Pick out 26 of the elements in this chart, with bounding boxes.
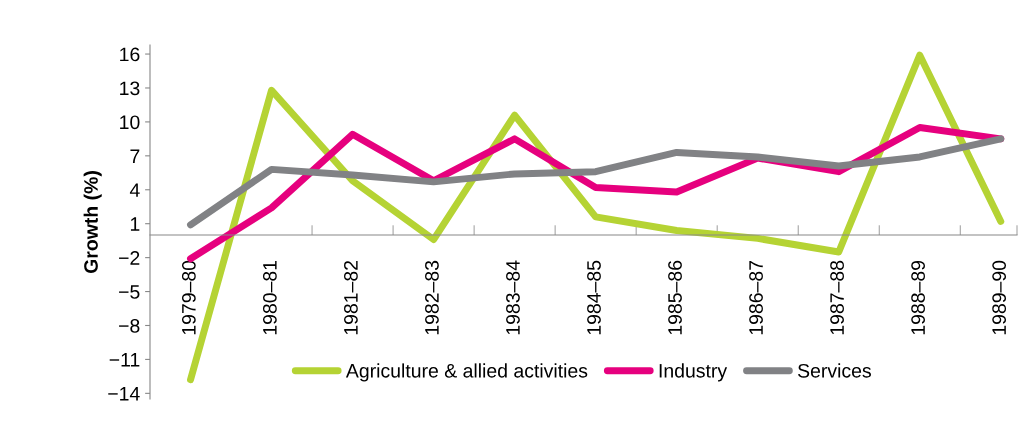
y-tick-label: 4 [129, 183, 140, 197]
y-tick-label: −11 [109, 353, 140, 367]
y-tick-label: 1 [130, 217, 140, 231]
y-tick-label: 16 [120, 47, 140, 62]
y-tick-label: −2 [119, 251, 140, 265]
x-tick-label: 1985–86 [668, 260, 682, 335]
y-tick-label: −14 [108, 387, 140, 401]
y-tick-label: 10 [120, 115, 140, 130]
y-tick-label: −5 [119, 285, 140, 299]
x-tick-label: 1987–88 [830, 260, 844, 335]
x-tick-label: 1983–84 [506, 260, 520, 335]
x-tick-label: 1979–80 [181, 260, 196, 335]
y-tick-label: −8 [119, 318, 140, 333]
x-tick-label: 1982–83 [425, 260, 439, 335]
y-tick-label: 7 [130, 149, 140, 163]
legend-label: Industry [659, 363, 728, 382]
x-tick-label: 1981–82 [344, 260, 358, 335]
x-tick-label: 1989–90 [992, 260, 1007, 335]
legend-label: Services [798, 363, 871, 378]
x-tick-label: 1984–85 [587, 260, 601, 335]
x-tick-label: 1980–81 [262, 260, 277, 335]
x-tick-label: 1986–87 [749, 260, 763, 335]
x-tick-label: 1988–89 [911, 260, 925, 335]
y-tick-label: 13 [120, 81, 140, 96]
y-axis-title: Growth (%) [83, 171, 102, 274]
legend-label: Agriculture & allied activities [345, 363, 588, 382]
